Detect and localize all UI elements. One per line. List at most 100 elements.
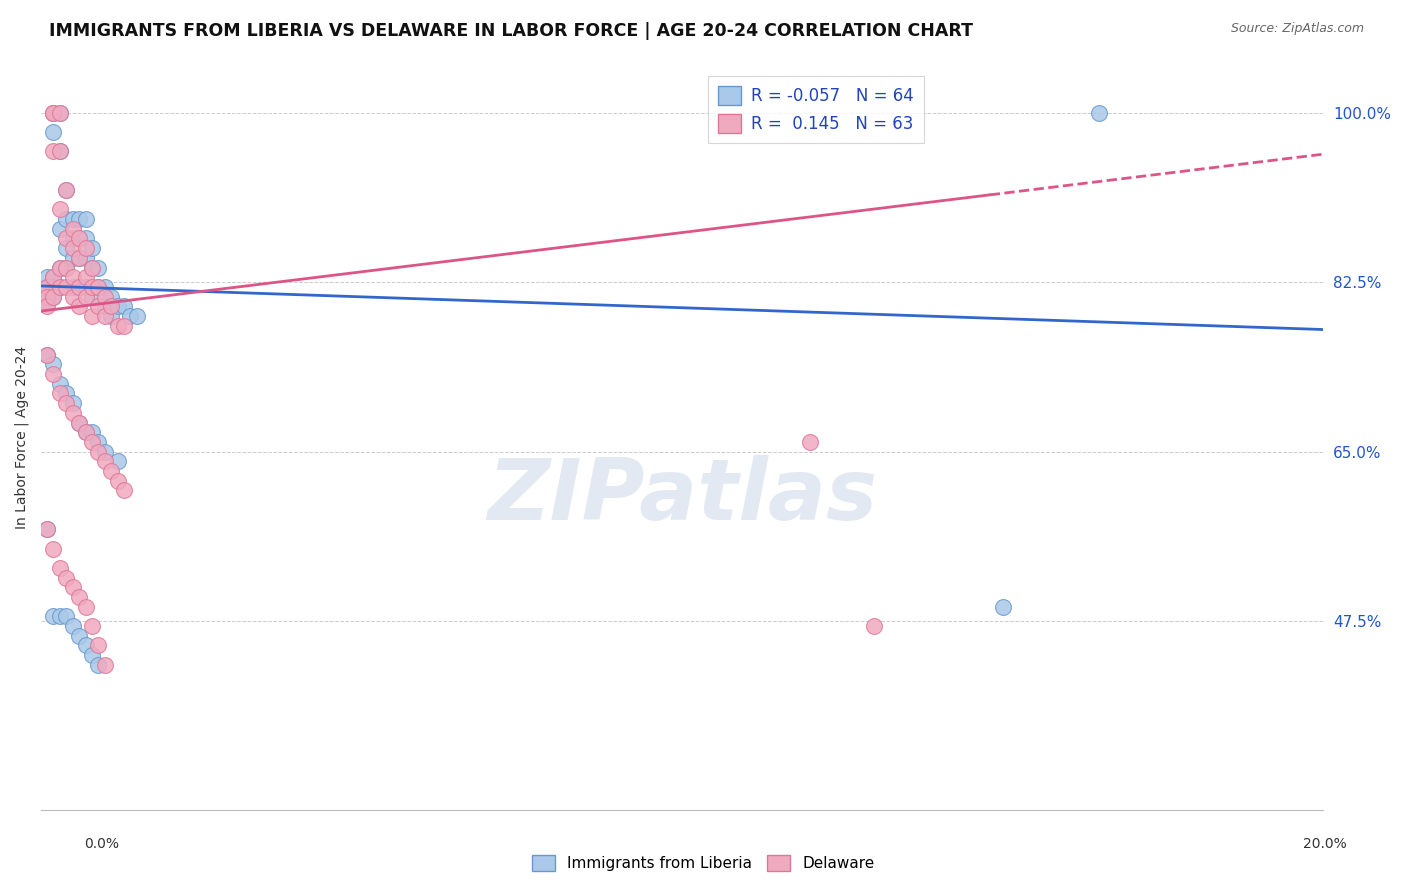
Point (49, 260, 72, 275)
Point (49, 145, 72, 159)
Text: ZIPatlas: ZIPatlas (486, 455, 877, 538)
Point (55, 241, 77, 255)
Point (42, 270, 65, 285)
Point (55, 212, 77, 227)
Legend: Immigrants from Liberia, Delaware: Immigrants from Liberia, Delaware (526, 849, 880, 877)
Point (49, 280, 72, 294)
Point (75, 639, 97, 653)
Text: IMMIGRANTS FROM LIBERIA VS DELAWARE IN LABOR FORCE | AGE 20-24 CORRELATION CHART: IMMIGRANTS FROM LIBERIA VS DELAWARE IN L… (49, 22, 973, 40)
Point (120, 309, 142, 323)
Point (42, 125, 65, 139)
Point (62, 580, 84, 594)
Point (62, 280, 84, 294)
Point (42, 280, 65, 294)
Point (87, 657, 110, 672)
Point (100, 299, 122, 313)
Point (87, 639, 110, 653)
Point (75, 212, 97, 227)
Point (42, 541, 65, 556)
Point (49, 145, 72, 159)
Point (55, 260, 77, 275)
Point (62, 406, 84, 420)
Point (49, 609, 72, 624)
Point (42, 609, 65, 624)
Point (49, 105, 72, 120)
Point (49, 105, 72, 120)
Point (80, 260, 103, 275)
Point (62, 396, 84, 410)
Text: 20.0%: 20.0% (1302, 837, 1347, 851)
Point (112, 318, 135, 333)
Point (49, 202, 72, 217)
Point (35, 280, 58, 294)
Point (75, 241, 97, 255)
Point (75, 251, 97, 265)
Point (62, 221, 84, 235)
Point (67, 280, 90, 294)
Point (55, 396, 77, 410)
Point (107, 299, 129, 313)
Point (67, 280, 90, 294)
Point (49, 376, 72, 391)
Point (35, 348, 58, 362)
Point (49, 221, 72, 235)
Point (67, 590, 90, 604)
Point (42, 367, 65, 381)
Point (67, 251, 90, 265)
Point (75, 599, 97, 614)
Point (125, 309, 148, 323)
Point (112, 299, 135, 313)
Point (87, 434, 110, 449)
Point (42, 105, 65, 120)
Point (62, 251, 84, 265)
Point (799, 434, 821, 449)
Point (80, 648, 103, 662)
Point (87, 299, 110, 313)
Point (42, 358, 65, 372)
Point (93, 309, 115, 323)
Point (107, 474, 129, 488)
Legend: R = -0.057   N = 64, R =  0.145   N = 63: R = -0.057 N = 64, R = 0.145 N = 63 (707, 76, 924, 143)
Point (42, 105, 65, 120)
Point (42, 105, 65, 120)
Point (55, 386, 77, 401)
Point (80, 309, 103, 323)
Point (49, 280, 72, 294)
Point (42, 290, 65, 304)
Point (35, 294, 58, 309)
Point (55, 260, 77, 275)
Point (87, 260, 110, 275)
Text: 0.0%: 0.0% (84, 837, 118, 851)
Point (49, 260, 72, 275)
Point (35, 270, 58, 285)
Point (55, 570, 77, 584)
Point (100, 464, 122, 478)
Point (55, 609, 77, 624)
Point (80, 280, 103, 294)
Point (75, 231, 97, 245)
Text: Source: ZipAtlas.com: Source: ZipAtlas.com (1230, 22, 1364, 36)
Point (93, 454, 115, 468)
Point (55, 183, 77, 197)
Y-axis label: In Labor Force | Age 20-24: In Labor Force | Age 20-24 (15, 345, 30, 529)
Point (87, 444, 110, 458)
Point (80, 241, 103, 255)
Point (67, 251, 90, 265)
Point (35, 299, 58, 313)
Point (80, 290, 103, 304)
Point (112, 483, 135, 498)
Point (67, 416, 90, 430)
Point (42, 145, 65, 159)
Point (107, 318, 129, 333)
Point (87, 280, 110, 294)
Point (62, 290, 84, 304)
Point (75, 425, 97, 440)
Point (35, 522, 58, 536)
Point (67, 212, 90, 227)
Point (62, 241, 84, 255)
Point (100, 290, 122, 304)
Point (62, 231, 84, 245)
Point (35, 280, 58, 294)
Point (863, 619, 886, 633)
Point (55, 280, 77, 294)
